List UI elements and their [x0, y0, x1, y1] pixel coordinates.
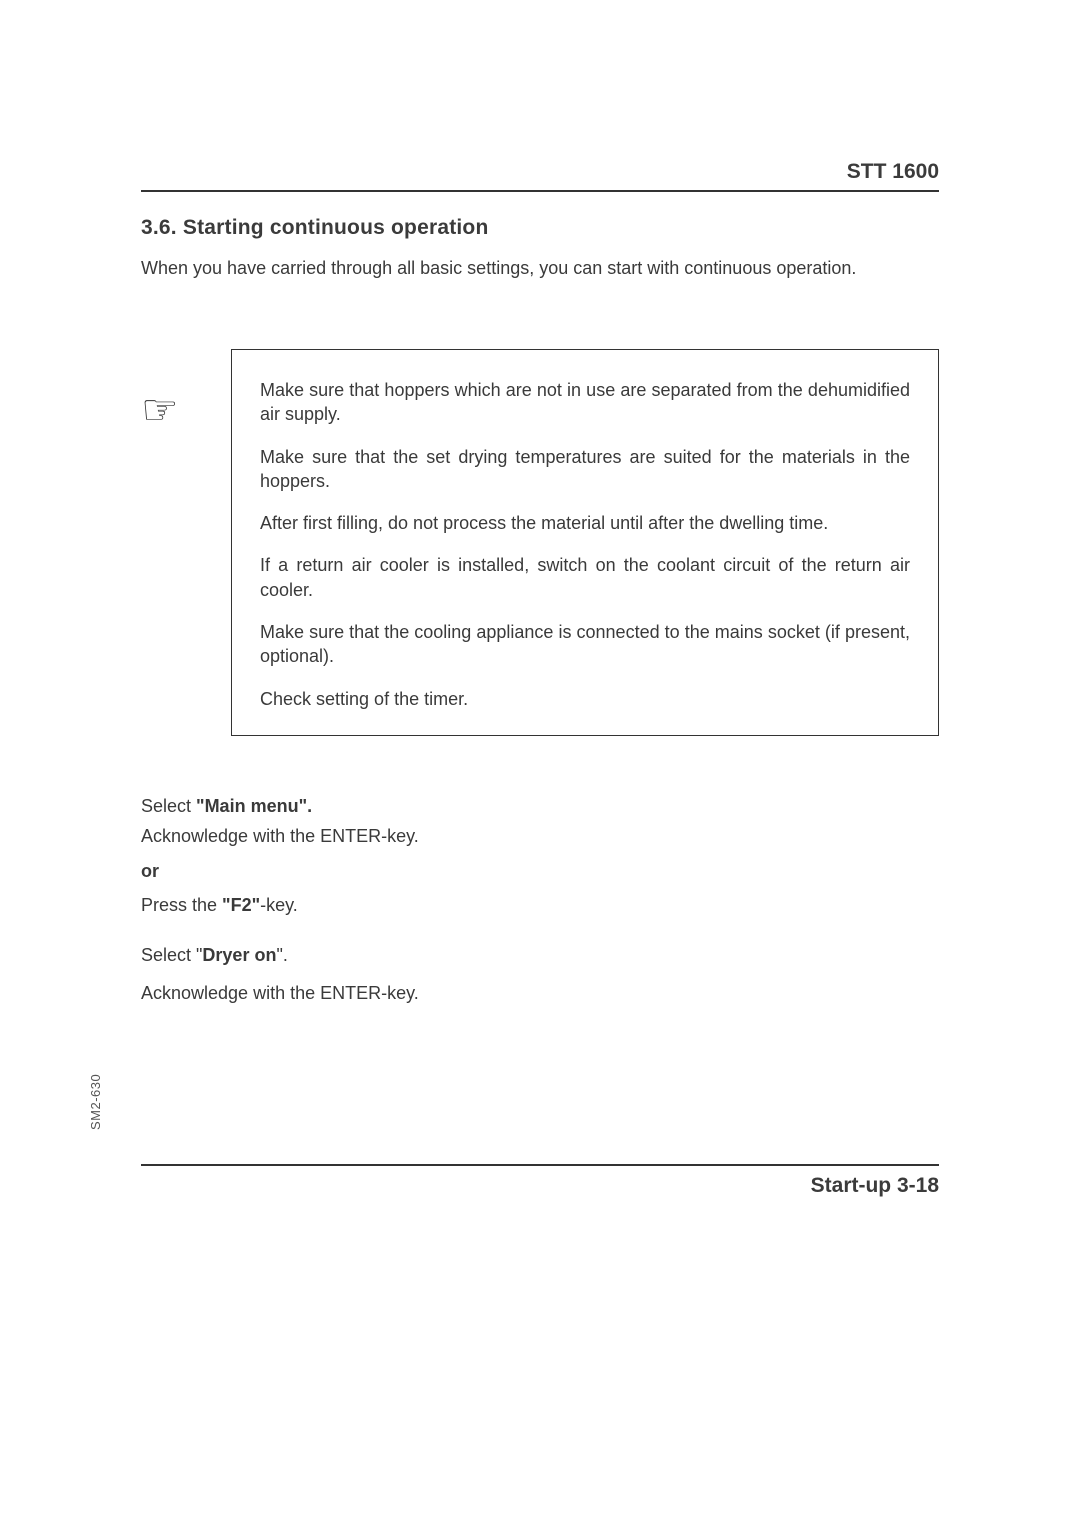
text-fragment: -key. — [260, 895, 298, 915]
step-line: Select "Main menu". — [141, 794, 939, 818]
note-item: Make sure that hoppers which are not in … — [260, 378, 910, 427]
text-bold: "Main menu". — [196, 796, 312, 816]
step-line: Acknowledge with the ENTER-key. — [141, 824, 939, 848]
step-line: Press the "F2"-key. — [141, 893, 939, 917]
section-heading: 3.6. Starting continuous operation — [141, 216, 939, 240]
step-line: Select "Dryer on". — [141, 943, 939, 967]
text-fragment: Press the — [141, 895, 222, 915]
page-footer: Start-up 3-18 — [141, 1164, 939, 1198]
text-bold: "F2" — [222, 895, 260, 915]
footer-rule — [141, 1164, 939, 1166]
text-fragment: ". — [276, 945, 287, 965]
header-rule — [141, 190, 939, 192]
step-line: Acknowledge with the ENTER-key. — [141, 981, 939, 1005]
text-bold: Dryer on — [202, 945, 276, 965]
page-content: STT 1600 3.6. Starting continuous operat… — [141, 160, 939, 1012]
page-header: STT 1600 — [141, 160, 939, 192]
note-box: Make sure that hoppers which are not in … — [231, 349, 939, 736]
note-item: After first filling, do not process the … — [260, 511, 910, 535]
procedure-steps: Select "Main menu". Acknowledge with the… — [141, 794, 939, 1006]
note-item: Check setting of the timer. — [260, 687, 910, 711]
note-item: Make sure that the cooling appliance is … — [260, 620, 910, 669]
side-document-code: SM2-630 — [88, 1074, 103, 1130]
pointing-hand-icon: ☞ — [141, 349, 231, 431]
text-fragment: Select — [141, 796, 196, 816]
section-intro: When you have carried through all basic … — [141, 258, 939, 279]
note-item: If a return air cooler is installed, swi… — [260, 553, 910, 602]
note-row: ☞ Make sure that hoppers which are not i… — [141, 349, 939, 736]
footer-label: Start-up 3-18 — [141, 1174, 939, 1198]
step-or: or — [141, 859, 939, 883]
text-fragment: Select " — [141, 945, 202, 965]
note-item: Make sure that the set drying temperatur… — [260, 445, 910, 494]
model-label: STT 1600 — [141, 160, 939, 184]
